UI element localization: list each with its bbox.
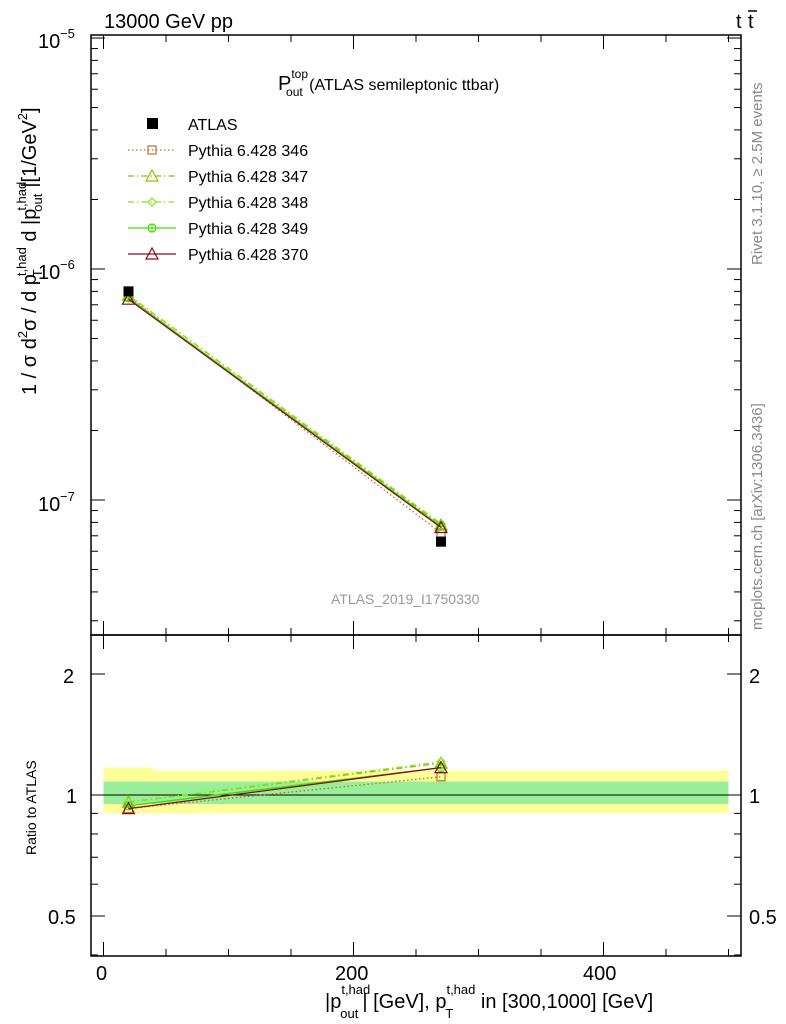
ratio-band-inner: [153, 781, 729, 804]
main-ytick-label-1e-5: 10 −5: [38, 26, 75, 53]
svg-text:10: 10: [38, 262, 60, 284]
mcplots-label: mcplots.cern.ch [arXiv:1306.3436]: [749, 403, 766, 630]
legend-marker-atlas: [147, 118, 158, 129]
ratio-p370-line: [128, 766, 442, 810]
series-atlas-point: [436, 536, 446, 547]
main-y-axis-label: 1 / σ d2σ / d pt,hadT d |pt,hadout|[1/Ge…: [14, 107, 45, 395]
legend-marker-p349: [147, 223, 157, 233]
svg-text:−6: −6: [60, 257, 75, 272]
main-ytick-label-1e-7: 10 −7: [38, 489, 75, 516]
main-series-group: [121, 286, 449, 547]
ratio-ytick-label-2: 2: [63, 666, 74, 688]
legend-label-p349: Pythia 6.428 349: [188, 221, 308, 238]
ratio-p346-line: [128, 776, 442, 810]
legend-marker-p346: [147, 145, 157, 155]
svg-text:t: t: [736, 11, 742, 33]
ratio-p370-point: [433, 760, 449, 774]
ratio-y-ticks: [91, 673, 741, 956]
svg-text:10: 10: [38, 31, 60, 53]
ratio-right-label-1: 1: [749, 786, 760, 808]
legend-label-p348: Pythia 6.428 348: [188, 195, 308, 212]
ratio-uncertainty-bands: [103, 767, 729, 814]
legend-label-p346: Pythia 6.428 346: [188, 143, 308, 160]
series-p349-line: [128, 297, 442, 527]
series-p370-point: [433, 520, 449, 534]
xtick-label-200: 200: [335, 963, 368, 985]
series-p370-line: [128, 298, 442, 529]
legend-marker-p347: [144, 168, 160, 182]
xtick-label-0: 0: [96, 963, 107, 985]
legend-marker-p348: [147, 197, 157, 207]
legend-label-atlas: ATLAS: [188, 117, 238, 134]
svg-text:t: t: [748, 11, 754, 33]
svg-text:−5: −5: [60, 26, 75, 41]
svg-text:−7: −7: [60, 489, 75, 504]
ratio-series-group: [121, 755, 449, 815]
main-y-ticks: [91, 37, 741, 622]
series-p348-line: [128, 294, 442, 525]
main-ytick-label-1e-6: 10 −6: [38, 257, 75, 284]
main-panel-title: Ptop out (ATLAS semileptonic ttbar): [278, 67, 499, 99]
ratio-p347-line: [128, 762, 442, 803]
analysis-watermark: ATLAS_2019_I1750330: [331, 591, 480, 607]
xtick-label-400: 400: [583, 963, 616, 985]
series-atlas-point: [123, 286, 134, 297]
ratio-y-axis-label: Ratio to ATLAS: [23, 760, 39, 855]
x-axis-label: |pt,had out| [GeV], pt,had T in [300,1000]…: [325, 982, 653, 1021]
ratio-right-label-2: 2: [749, 666, 760, 688]
x-ticks: [103, 35, 729, 956]
legend-label-p347: Pythia 6.428 347: [188, 169, 308, 186]
rivet-version-label: Rivet 3.1.10, ≥ 2.5M events: [749, 83, 766, 266]
series-p370-point: [121, 291, 136, 305]
ratio-band-inner: [103, 781, 154, 804]
legend: ATLAS Pythia 6.428 346 Pythia 6.428 347 Py…: [128, 117, 308, 264]
ratio-right-label-0.5: 0.5: [749, 907, 777, 929]
ratio-p370-point: [121, 801, 136, 815]
legend-marker-p370: [144, 246, 160, 260]
legend-label-p370: Pythia 6.428 370: [188, 247, 308, 264]
header-ttbar: t t: [736, 10, 757, 33]
ratio-ytick-label-1: 1: [66, 786, 77, 808]
header-process: 13000 GeV pp: [104, 11, 233, 33]
ratio-p348-line: [128, 761, 442, 803]
ratio-ytick-label-0.5: 0.5: [48, 907, 76, 929]
svg-text:10: 10: [38, 494, 60, 516]
